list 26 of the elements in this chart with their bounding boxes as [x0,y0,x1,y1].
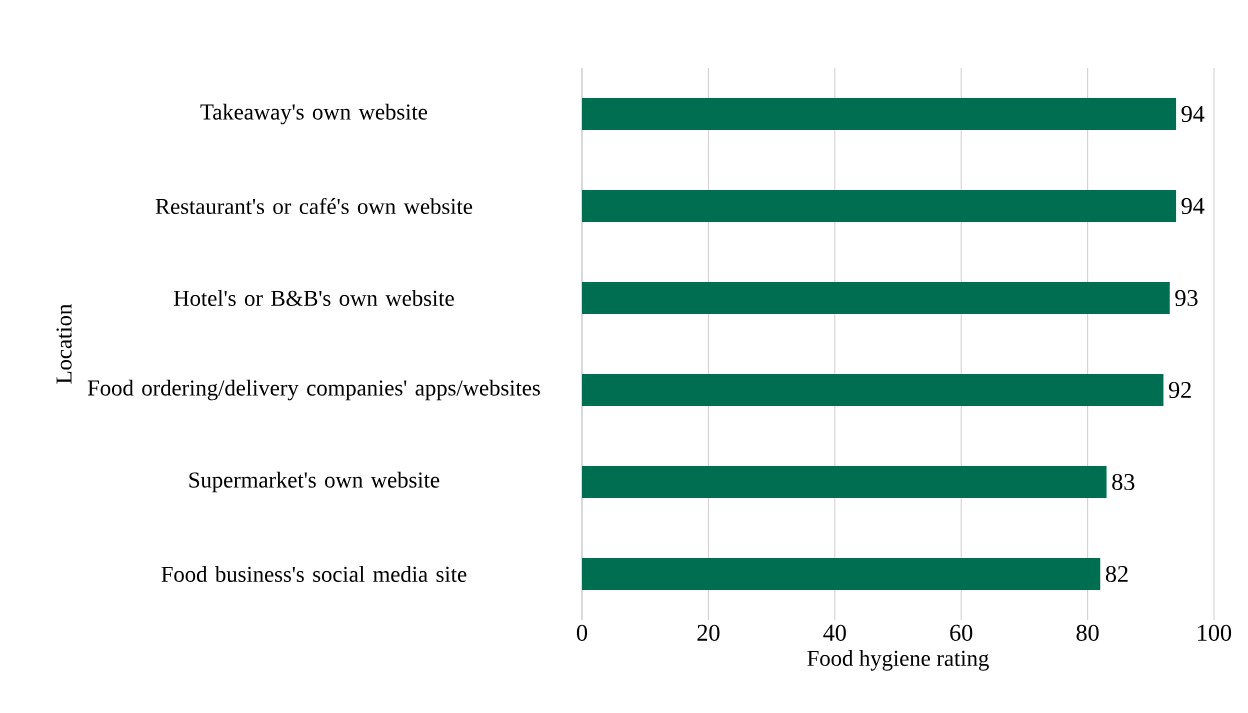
data-label: 94 [1181,105,1205,123]
x-tick-label: 80 [1076,624,1099,641]
bar [582,373,1164,406]
x-tick-label: 60 [950,624,973,641]
data-label: 92 [1168,381,1191,399]
x-tick-label: 40 [823,624,846,641]
bar [582,465,1107,498]
y-tick-label: Restaurant's or café's own website [155,197,473,215]
bar [582,98,1177,130]
y-tick-label: Food ordering/delivery companies' apps/websites [87,379,540,401]
x-tick-label: 100 [1198,624,1232,641]
bar [582,282,1170,314]
y-tick-label: Supermarket's own website [189,471,440,493]
data-label: 94 [1181,197,1205,215]
bar [582,190,1177,222]
y-tick-label: Takeaway's own website [200,103,428,125]
data-label: 93 [1175,289,1198,307]
y-tick-label: Hotel's or B&B's own website [173,290,454,306]
bar [582,557,1101,590]
x-tick-label: 20 [697,624,720,641]
x-axis-title: Food hygiene rating [807,650,989,671]
data-label: 83 [1112,473,1135,491]
data-label: 82 [1105,565,1128,583]
y-axis-title: Location [56,304,72,384]
x-tick-label: 0 [576,624,588,641]
y-tick-label: Food business's social media site [161,566,467,582]
